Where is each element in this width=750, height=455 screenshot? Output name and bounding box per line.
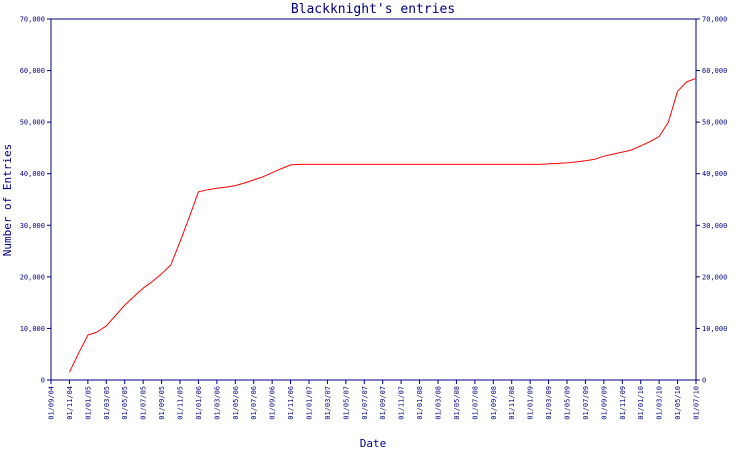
x-tick-label: 01/09/07 <box>379 386 387 420</box>
x-tick-label: 01/11/06 <box>287 386 295 420</box>
x-tick-label: 01/11/08 <box>508 386 516 420</box>
series-group <box>68 77 697 373</box>
y-tick-label-left: 30,000 <box>20 222 45 230</box>
y-tick-label-right: 60,000 <box>702 67 727 75</box>
y-tick-label-right: 0 <box>702 377 706 385</box>
x-tick-label: 01/11/09 <box>619 386 627 420</box>
x-tick-label: 01/03/08 <box>435 386 443 420</box>
x-tick-label: 01/05/09 <box>564 386 572 420</box>
y-axis-title: Number of Entries <box>1 144 14 257</box>
x-tick-label: 01/03/10 <box>656 386 664 420</box>
x-tick-label: 01/05/07 <box>342 386 350 420</box>
x-tick-label: 01/07/07 <box>361 386 369 420</box>
y-tick-label-right: 20,000 <box>702 273 727 281</box>
y-tick-label-right: 50,000 <box>702 119 727 127</box>
y-tick-label-right: 30,000 <box>702 222 727 230</box>
x-tick-label: 01/01/08 <box>416 386 424 420</box>
x-tick-label: 01/09/09 <box>600 386 608 420</box>
y-tick-label-left: 70,000 <box>20 16 45 24</box>
x-tick-label: 01/05/08 <box>453 386 461 420</box>
x-tick-label: 01/09/04 <box>48 386 56 420</box>
x-tick-label: 01/07/09 <box>582 386 590 420</box>
x-axis-title: Date <box>360 437 387 450</box>
axes <box>50 18 697 381</box>
x-tick-label: 01/07/06 <box>250 386 258 420</box>
y-tick-label-right: 10,000 <box>702 325 727 333</box>
x-tick-label: 01/09/06 <box>269 386 277 420</box>
x-tick-label: 01/01/05 <box>84 386 92 420</box>
y-ticks: 0 0 10,000 10,000 20,000 20,000 30,000 30,000 40… <box>20 16 728 385</box>
x-ticks: 01/09/04 01/11/04 01/01/05 01/03/05 01/05/05… <box>48 380 701 420</box>
chart-title: Blackknight's entries <box>291 2 455 17</box>
x-tick-label: 01/03/05 <box>103 386 111 420</box>
x-tick-label: 01/01/06 <box>195 386 203 420</box>
y-tick-label-left: 50,000 <box>20 119 45 127</box>
x-tick-label: 01/05/06 <box>232 386 240 420</box>
x-tick-label: 01/01/09 <box>527 386 535 420</box>
y-tick-label-left: 10,000 <box>20 325 45 333</box>
x-tick-label: 01/07/10 <box>693 386 701 420</box>
x-tick-label: 01/05/05 <box>121 386 129 420</box>
y-tick-label-right: 70,000 <box>702 16 727 24</box>
x-tick-label: 01/03/09 <box>545 386 553 420</box>
x-tick-label: 01/11/05 <box>177 386 185 420</box>
x-tick-label: 01/11/07 <box>398 386 406 420</box>
x-tick-label: 01/05/10 <box>674 386 682 420</box>
x-tick-label: 01/11/04 <box>66 386 74 420</box>
x-tick-label: 01/03/07 <box>324 386 332 420</box>
x-tick-label: 01/09/05 <box>158 386 166 420</box>
y-tick-label-left: 60,000 <box>20 67 45 75</box>
y-tick-label-left: 40,000 <box>20 170 45 178</box>
series-line <box>68 77 697 373</box>
y-tick-label-left: 20,000 <box>20 273 45 281</box>
x-tick-label: 01/01/10 <box>637 386 645 420</box>
x-tick-label: 01/01/07 <box>306 386 314 420</box>
x-tick-label: 01/07/05 <box>140 386 148 420</box>
y-tick-label-right: 40,000 <box>702 170 727 178</box>
x-tick-label: 01/07/08 <box>471 386 479 420</box>
y-tick-label-left: 0 <box>41 377 45 385</box>
x-tick-label: 01/09/08 <box>490 386 498 420</box>
plot-frame <box>50 18 697 381</box>
x-tick-label: 01/03/06 <box>213 386 221 420</box>
